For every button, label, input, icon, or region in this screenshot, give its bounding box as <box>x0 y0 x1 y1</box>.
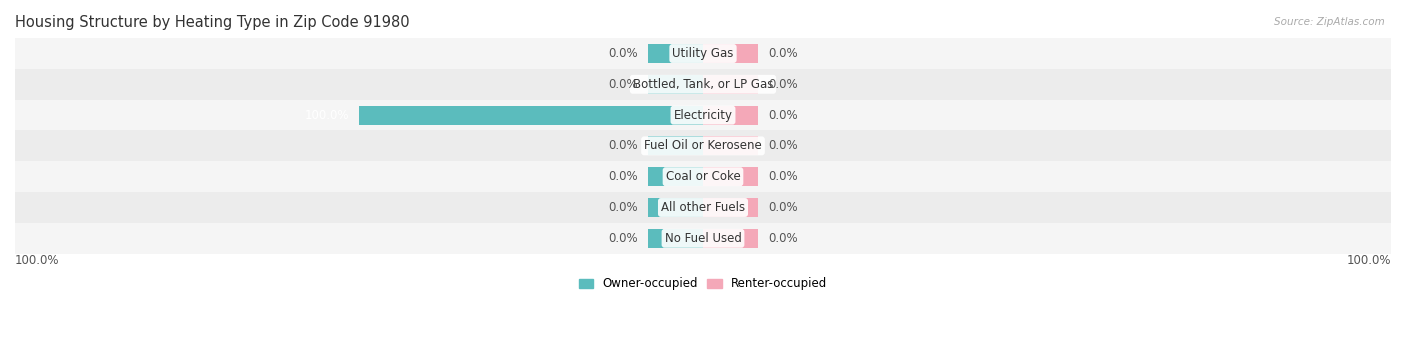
Text: 0.0%: 0.0% <box>768 108 799 122</box>
Bar <box>648 198 703 217</box>
Text: Source: ZipAtlas.com: Source: ZipAtlas.com <box>1274 17 1385 27</box>
Bar <box>703 44 758 63</box>
Text: 0.0%: 0.0% <box>607 139 638 152</box>
Text: 0.0%: 0.0% <box>768 232 799 245</box>
Text: 0.0%: 0.0% <box>607 47 638 60</box>
Bar <box>15 69 1391 100</box>
Text: No Fuel Used: No Fuel Used <box>665 232 741 245</box>
Bar <box>703 75 758 94</box>
Bar <box>15 192 1391 223</box>
Text: Fuel Oil or Kerosene: Fuel Oil or Kerosene <box>644 139 762 152</box>
Bar <box>648 167 703 186</box>
Text: 100.0%: 100.0% <box>1347 254 1391 267</box>
Text: 0.0%: 0.0% <box>607 201 638 214</box>
Bar <box>15 38 1391 69</box>
Text: 0.0%: 0.0% <box>768 139 799 152</box>
Text: 100.0%: 100.0% <box>304 108 349 122</box>
Text: Coal or Coke: Coal or Coke <box>665 170 741 183</box>
Bar <box>703 136 758 155</box>
Text: Electricity: Electricity <box>673 108 733 122</box>
Bar <box>648 136 703 155</box>
Legend: Owner-occupied, Renter-occupied: Owner-occupied, Renter-occupied <box>574 273 832 295</box>
Bar <box>703 229 758 248</box>
Text: Housing Structure by Heating Type in Zip Code 91980: Housing Structure by Heating Type in Zip… <box>15 15 409 30</box>
Bar <box>15 100 1391 131</box>
Text: 0.0%: 0.0% <box>768 201 799 214</box>
Text: 0.0%: 0.0% <box>768 78 799 91</box>
Bar <box>359 106 703 125</box>
Text: 100.0%: 100.0% <box>15 254 59 267</box>
Bar <box>703 198 758 217</box>
Text: 0.0%: 0.0% <box>768 47 799 60</box>
Text: 0.0%: 0.0% <box>607 232 638 245</box>
Text: 0.0%: 0.0% <box>768 170 799 183</box>
Bar <box>703 106 758 125</box>
Bar <box>648 44 703 63</box>
Bar <box>648 75 703 94</box>
Bar <box>15 223 1391 254</box>
Text: All other Fuels: All other Fuels <box>661 201 745 214</box>
Text: Utility Gas: Utility Gas <box>672 47 734 60</box>
Text: Bottled, Tank, or LP Gas: Bottled, Tank, or LP Gas <box>633 78 773 91</box>
Bar <box>703 167 758 186</box>
Text: 0.0%: 0.0% <box>607 78 638 91</box>
Bar <box>15 161 1391 192</box>
Bar <box>15 131 1391 161</box>
Text: 0.0%: 0.0% <box>607 170 638 183</box>
Bar <box>648 229 703 248</box>
